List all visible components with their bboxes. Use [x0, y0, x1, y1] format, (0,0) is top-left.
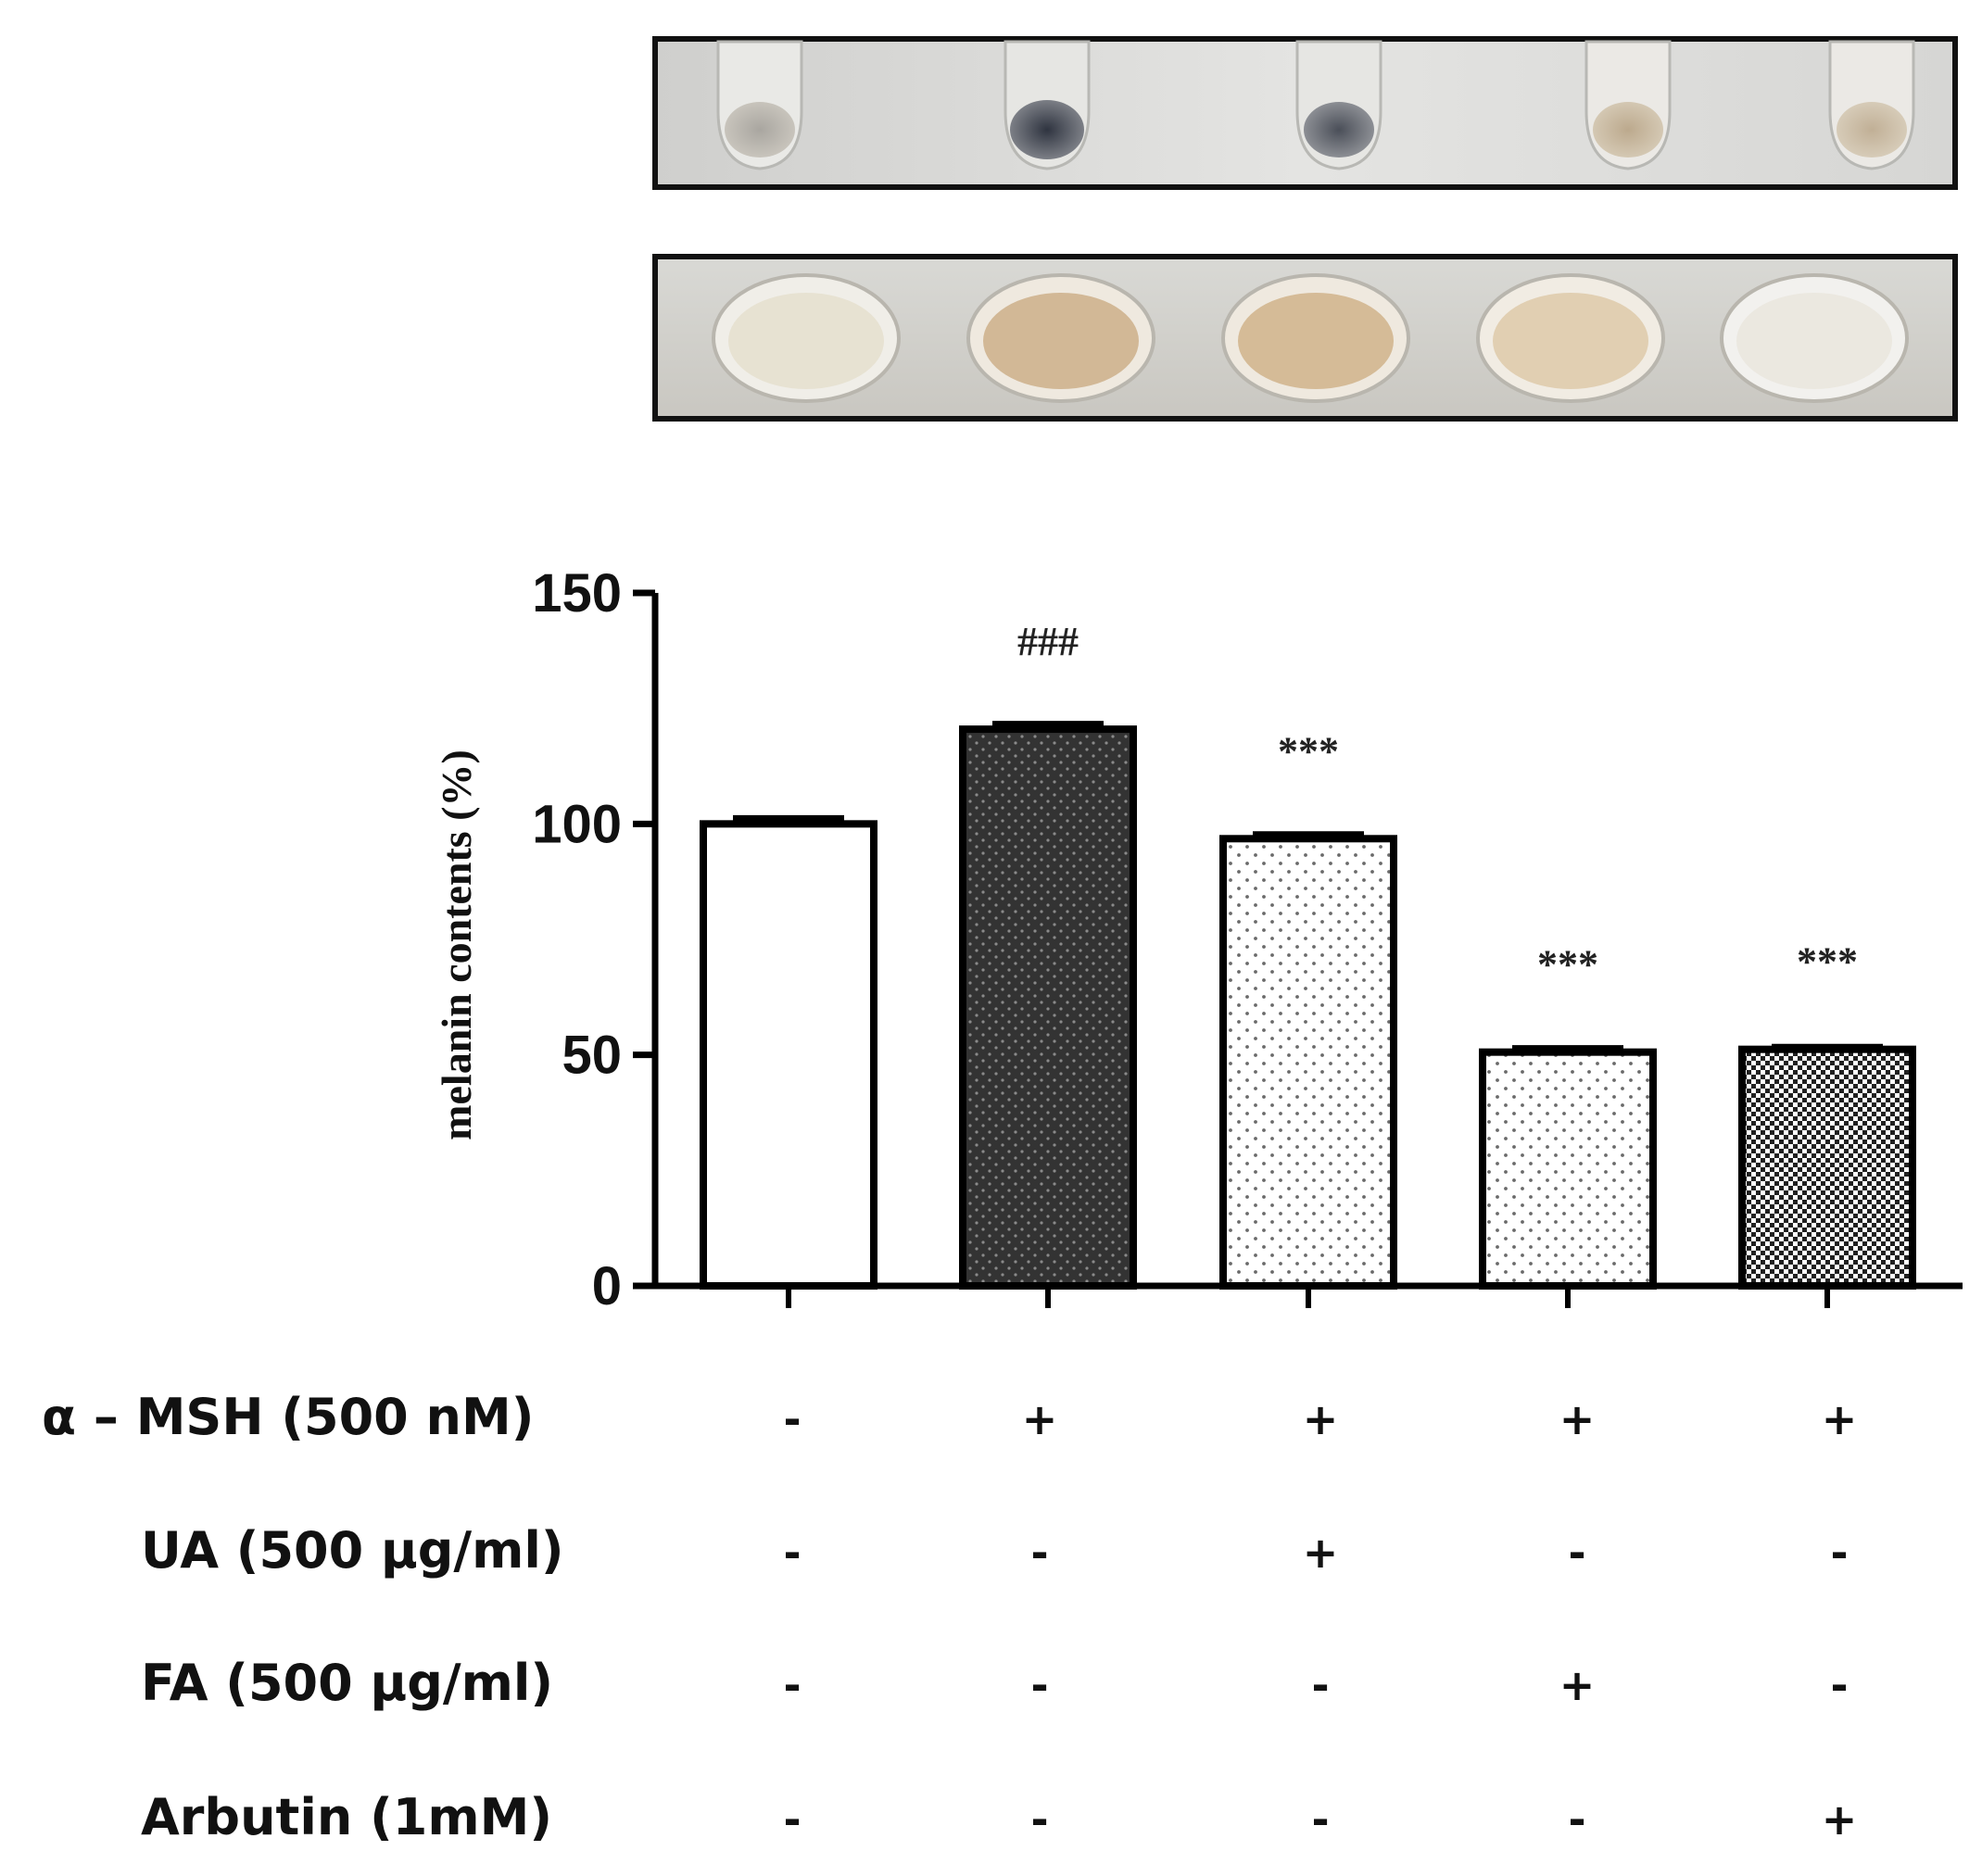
condition-sign: -	[783, 1528, 801, 1578]
y-tick-label-50: 50	[562, 1026, 622, 1086]
bar-chart: melanin contents (%) ### *** *** *** 0 50 100…	[433, 563, 1963, 1316]
condition-sign: -	[783, 1660, 801, 1710]
error-bar-1	[733, 814, 844, 825]
y-tick-label-0: 0	[592, 1256, 622, 1316]
wells-photo	[652, 254, 1958, 422]
condition-sign: +	[1303, 1528, 1339, 1578]
bar-5	[1738, 1045, 1916, 1290]
condition-row-4: Arbutin (1mM) - - - - +	[141, 1788, 1857, 1846]
tube-2	[1004, 40, 1091, 170]
condition-label: Arbutin (1mM)	[141, 1788, 552, 1846]
error-bar-2	[992, 721, 1104, 730]
tube-5	[1828, 40, 1915, 170]
error-bar-4	[1512, 1045, 1623, 1052]
condition-label: UA (500 μg/ml)	[141, 1521, 564, 1580]
y-tick-label-100: 100	[532, 794, 622, 854]
condition-sign: -	[1030, 1528, 1048, 1578]
significance-label-4: ***	[1537, 942, 1598, 988]
condition-sign: +	[1022, 1394, 1058, 1444]
well-2	[966, 273, 1155, 403]
bars-layer: ### *** *** ***	[700, 619, 1916, 1291]
condition-sign: +	[1822, 1394, 1858, 1444]
condition-sign: +	[1559, 1394, 1596, 1444]
significance-label-3: ***	[1278, 728, 1339, 774]
condition-label: FA (500 μg/ml)	[141, 1654, 553, 1712]
condition-sign: -	[1311, 1660, 1329, 1710]
bar-4	[1479, 1048, 1657, 1291]
tube-3	[1295, 40, 1382, 170]
well-1	[712, 273, 901, 403]
significance-label-5: ***	[1797, 939, 1858, 985]
bar-2	[959, 725, 1137, 1290]
significance-label-2: ###	[1017, 619, 1079, 664]
condition-sign: +	[1559, 1660, 1596, 1710]
bar-3	[1219, 835, 1397, 1290]
condition-sign: -	[1568, 1528, 1585, 1578]
condition-sign: +	[1303, 1394, 1339, 1444]
tube-1	[716, 40, 803, 170]
condition-row-3: FA (500 μg/ml) - - - + -	[141, 1654, 1849, 1712]
condition-label: α – MSH (500 nM)	[42, 1388, 534, 1446]
axis-layer: 0 50 100 150	[532, 563, 1963, 1316]
well-3	[1221, 273, 1410, 403]
condition-sign: -	[1311, 1794, 1329, 1845]
condition-sign: -	[783, 1394, 801, 1444]
condition-sign: -	[1030, 1794, 1048, 1845]
condition-sign: -	[783, 1794, 801, 1845]
condition-sign: +	[1822, 1794, 1858, 1845]
y-axis-label: melanin contents (%)	[433, 749, 480, 1140]
tube-4	[1584, 40, 1672, 170]
conditions-table: α – MSH (500 nM) - + + + + UA (500 μg/ml) - - + - -…	[42, 1388, 1857, 1846]
condition-sign: -	[1830, 1660, 1848, 1710]
tubes-photo	[652, 36, 1958, 190]
condition-sign: -	[1030, 1660, 1048, 1710]
y-tick-label-150: 150	[532, 563, 622, 623]
condition-sign: -	[1830, 1528, 1848, 1578]
well-5	[1720, 273, 1909, 403]
well-4	[1476, 273, 1665, 403]
condition-row-1: α – MSH (500 nM) - + + + +	[42, 1388, 1857, 1446]
condition-row-2: UA (500 μg/ml) - - + - -	[141, 1521, 1849, 1580]
error-bar-3	[1253, 831, 1364, 839]
bar-1	[700, 820, 877, 1290]
error-bar-5	[1772, 1043, 1883, 1051]
condition-sign: -	[1568, 1794, 1585, 1845]
